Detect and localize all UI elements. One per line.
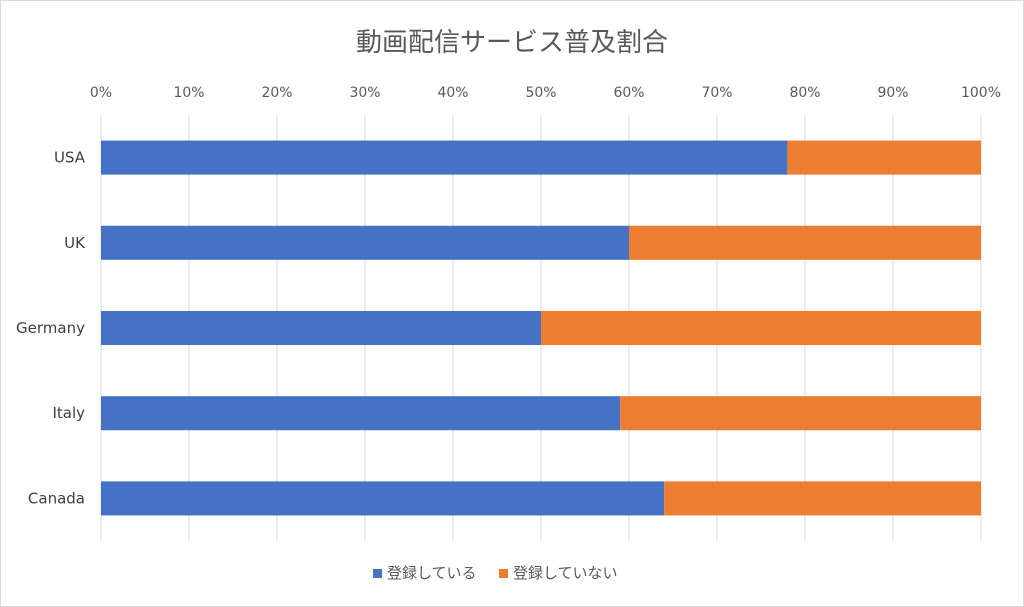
category-label: Italy <box>52 404 85 422</box>
category-label: Canada <box>28 489 85 507</box>
bar-canada-series-2 <box>664 481 981 516</box>
x-tick-label: 60% <box>613 85 644 101</box>
category-label: USA <box>54 149 86 167</box>
x-tick-label: 30% <box>349 85 380 101</box>
bar-uk-series-1 <box>101 225 629 260</box>
category-label: Germany <box>16 319 85 337</box>
bar-usa-series-2 <box>787 140 981 175</box>
x-tick-label: 20% <box>261 85 292 101</box>
x-tick-label: 80% <box>789 85 820 101</box>
bar-usa-series-1 <box>101 140 788 175</box>
legend-swatch <box>373 569 382 578</box>
legend-label: 登録していない <box>513 564 618 582</box>
bar-germany-series-2 <box>541 310 981 346</box>
bar-uk-series-2 <box>629 225 981 260</box>
legend-swatch <box>499 569 508 578</box>
bar-italy-series-1 <box>101 396 621 431</box>
x-tick-label: 100% <box>961 85 1001 101</box>
chart-title: 動画配信サービス普及割合 <box>356 28 668 58</box>
x-tick-label: 40% <box>437 85 468 101</box>
x-tick-label: 90% <box>877 85 908 101</box>
x-tick-label: 70% <box>701 85 732 101</box>
legend-label: 登録している <box>387 564 477 582</box>
bars <box>101 140 981 516</box>
x-axis-ticks: 0% 10% 20% 30% 40% 50% 60% 70% 80% 90% 100% <box>90 85 1001 101</box>
bar-italy-series-2 <box>620 396 981 431</box>
category-labels: USA UK Germany Italy Canada <box>16 149 86 508</box>
x-tick-label: 50% <box>525 85 556 101</box>
category-label: UK <box>64 234 86 252</box>
x-tick-label: 10% <box>173 85 204 101</box>
legend: 登録している 登録していない <box>373 564 618 582</box>
x-tick-label: 0% <box>90 85 112 101</box>
bar-canada-series-1 <box>101 481 665 516</box>
bar-germany-series-1 <box>101 310 541 346</box>
